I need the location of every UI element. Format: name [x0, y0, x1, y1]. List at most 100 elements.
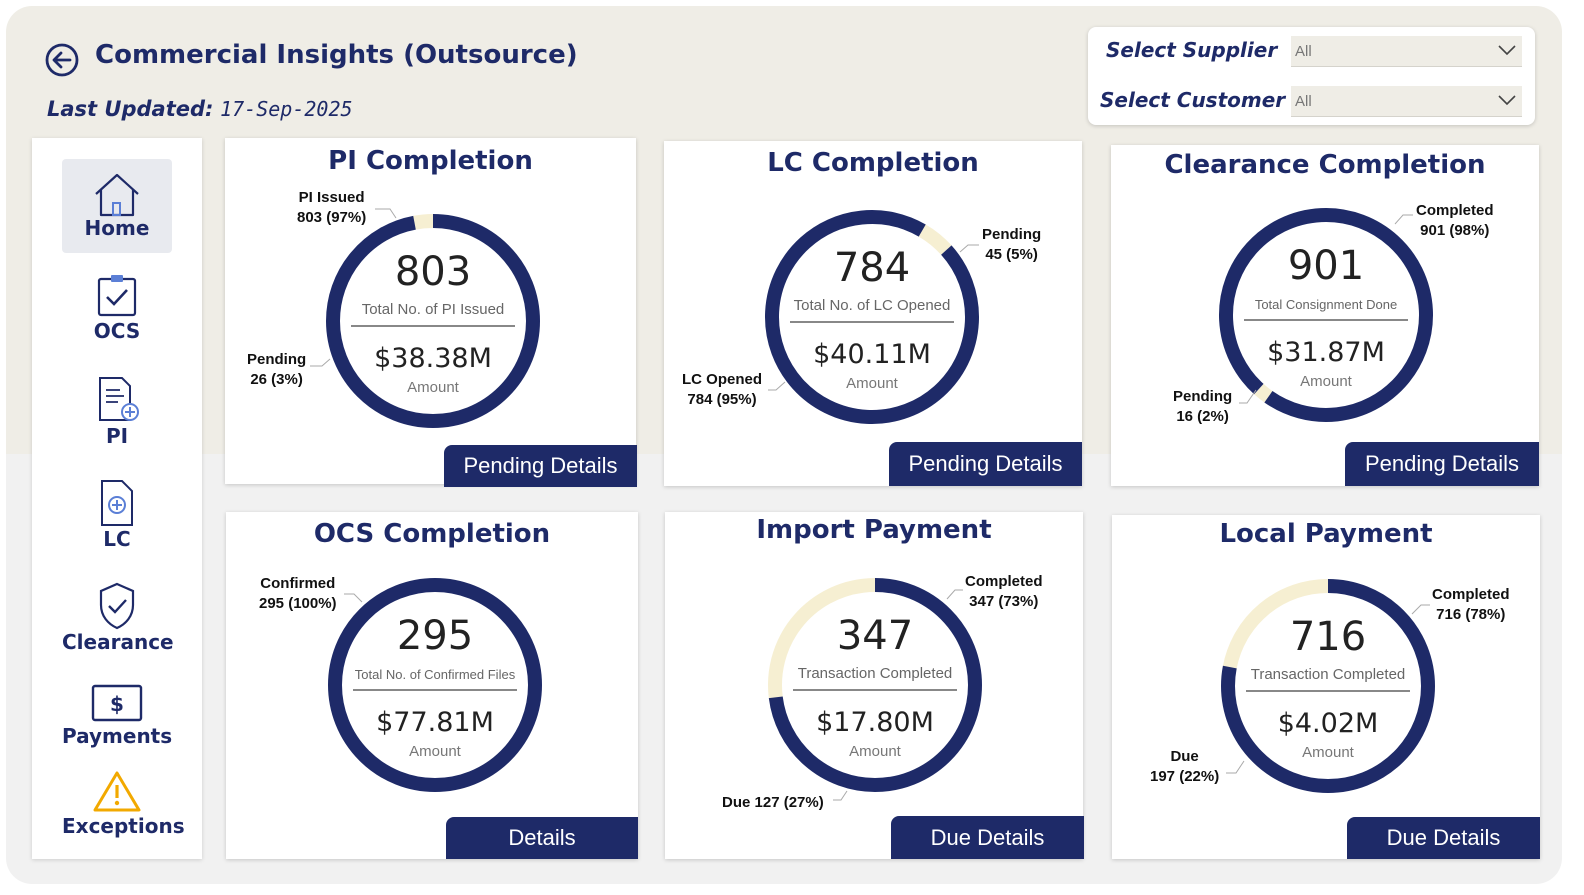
supplier-dropdown[interactable]: All — [1291, 36, 1522, 67]
customer-filter-label: Select Customer — [1100, 88, 1286, 112]
donut-center: 784 Total No. of LC Opened $40.11M Amoun… — [782, 227, 962, 407]
data-label-title: PI Issued — [298, 189, 365, 206]
data-label-completed: Completed 716 (78%) — [1432, 585, 1510, 625]
page-title: Commercial Insights (Outsource) — [95, 40, 578, 70]
leader-lines — [310, 208, 397, 367]
donut-count: 901 — [1287, 243, 1365, 289]
clearance-completion-card: Clearance Completion 901 Total Consignme… — [1111, 145, 1539, 486]
sidebar-item-pi[interactable]: PI — [62, 376, 172, 456]
clearance-donut-chart: 901 Total Consignment Done $31.87M Amoun… — [1216, 205, 1436, 425]
card-title: OCS Completion — [313, 519, 551, 549]
leader-lines — [768, 244, 979, 391]
svg-text:$: $ — [110, 692, 124, 716]
data-label-value: 197 (22%) — [1150, 768, 1220, 785]
data-label-title: Completed — [965, 573, 1043, 590]
data-label-pending: Pending 45 (5%) — [982, 225, 1041, 265]
data-label-value: 295 (100%) — [259, 595, 337, 612]
donut-count-label: Total Consignment Done — [1254, 297, 1398, 312]
import-payment-card: Import Payment 347 Transaction Completed… — [665, 512, 1084, 859]
data-label-title: Completed — [1416, 202, 1494, 219]
data-label-title: LC Opened — [682, 371, 763, 388]
donut-count-label: Transaction Completed — [1250, 666, 1406, 683]
details-button[interactable]: Details — [446, 817, 638, 859]
pending-details-button[interactable]: Pending Details — [1345, 442, 1539, 486]
donut-amount-label: Amount — [407, 379, 459, 396]
donut-primary-segment — [326, 214, 540, 428]
due-details-button[interactable]: Due Details — [891, 816, 1084, 859]
home-icon — [95, 173, 139, 217]
data-label-title: Confirmed — [260, 575, 336, 592]
donut-count-label: Transaction Completed — [797, 665, 953, 682]
sidebar: Home OCS PI LC Clearance $ Payments Exce… — [32, 138, 202, 859]
customer-dropdown[interactable]: All — [1291, 86, 1522, 117]
data-label-title: Completed — [1432, 586, 1510, 603]
donut-divider — [1244, 319, 1408, 321]
donut-ring — [326, 214, 540, 428]
donut-ring — [328, 578, 542, 792]
sidebar-item-clearance[interactable]: Clearance — [62, 582, 174, 662]
donut-divider — [1246, 690, 1410, 692]
sidebar-item-home[interactable]: Home — [62, 159, 172, 253]
sidebar-item-label: Clearance — [62, 630, 174, 654]
shield-check-icon — [99, 582, 135, 630]
sidebar-item-ocs[interactable]: OCS — [62, 273, 172, 353]
chevron-down-icon — [1498, 95, 1516, 106]
data-label-value: 347 (73%) — [969, 593, 1039, 610]
pi-donut-chart: 803 Total No. of PI Issued $38.38M Amoun… — [323, 211, 543, 431]
file-plus-icon — [101, 480, 133, 526]
sidebar-item-label: Payments — [62, 724, 173, 748]
data-label-value: 16 (2%) — [1176, 408, 1229, 425]
data-label-completed: Completed 347 (73%) — [965, 572, 1043, 612]
data-label-confirmed: Confirmed 295 (100%) — [259, 574, 337, 614]
donut-divider — [793, 689, 957, 691]
back-arrow-icon[interactable] — [44, 42, 80, 78]
donut-amount: $17.80M — [816, 707, 934, 738]
ocs-donut-chart: 295 Total No. of Confirmed Files $77.81M… — [325, 575, 545, 795]
sidebar-item-label: Home — [84, 216, 150, 240]
data-label-value: 784 (95%) — [687, 391, 757, 408]
pending-details-button[interactable]: Pending Details — [889, 442, 1082, 486]
supplier-dropdown-value: All — [1295, 43, 1312, 60]
dollar-bill-icon: $ — [91, 684, 143, 722]
donut-count: 784 — [833, 245, 911, 291]
data-label-value: 26 (3%) — [250, 371, 303, 388]
donut-ring — [1221, 579, 1435, 793]
last-updated: Last Updated: 17-Sep-2025 — [47, 97, 353, 121]
donut-count: 295 — [396, 613, 474, 659]
sidebar-item-label: PI — [105, 424, 129, 448]
leader-lines — [1226, 604, 1430, 774]
donut-amount: $31.87M — [1267, 337, 1385, 368]
sidebar-item-lc[interactable]: LC — [62, 479, 172, 559]
donut-amount-label: Amount — [849, 743, 901, 760]
card-title: Clearance Completion — [1164, 150, 1486, 180]
supplier-filter-label: Select Supplier — [1106, 38, 1278, 62]
data-label-value: 716 (78%) — [1436, 606, 1506, 623]
data-label-lc-opened: LC Opened 784 (95%) — [682, 370, 762, 410]
card-title: LC Completion — [767, 148, 979, 178]
donut-count-label: Total No. of LC Opened — [793, 297, 951, 314]
donut-amount-label: Amount — [409, 743, 461, 760]
lc-donut-chart: 784 Total No. of LC Opened $40.11M Amoun… — [762, 207, 982, 427]
document-add-icon — [99, 377, 139, 421]
data-label-title: Pending — [247, 351, 307, 368]
data-label-completed: Completed 901 (98%) — [1416, 201, 1494, 241]
import-payment-donut-chart: 347 Transaction Completed $17.80M Amount — [765, 575, 985, 795]
donut-divider — [351, 325, 515, 327]
donut-amount-label: Amount — [1300, 373, 1352, 390]
donut-primary-segment — [1221, 579, 1435, 793]
filter-panel: Select Supplier All Select Customer All — [1088, 27, 1535, 125]
donut-count: 716 — [1289, 614, 1367, 660]
due-details-button[interactable]: Due Details — [1347, 817, 1540, 859]
donut-center: 803 Total No. of PI Issued $38.38M Amoun… — [343, 231, 523, 411]
data-label-title: Due — [1170, 748, 1199, 765]
sidebar-item-label: OCS — [93, 319, 141, 343]
sidebar-item-exceptions[interactable]: Exceptions — [62, 770, 185, 850]
leader-lines — [833, 589, 963, 801]
sidebar-item-payments[interactable]: $ Payments — [62, 684, 172, 754]
data-label-value: 901 (98%) — [1420, 222, 1490, 239]
customer-dropdown-value: All — [1295, 93, 1312, 110]
donut-amount-label: Amount — [846, 375, 898, 392]
pending-details-button[interactable]: Pending Details — [444, 445, 637, 487]
ocs-completion-card: OCS Completion 295 Total No. of Confirme… — [226, 512, 638, 859]
